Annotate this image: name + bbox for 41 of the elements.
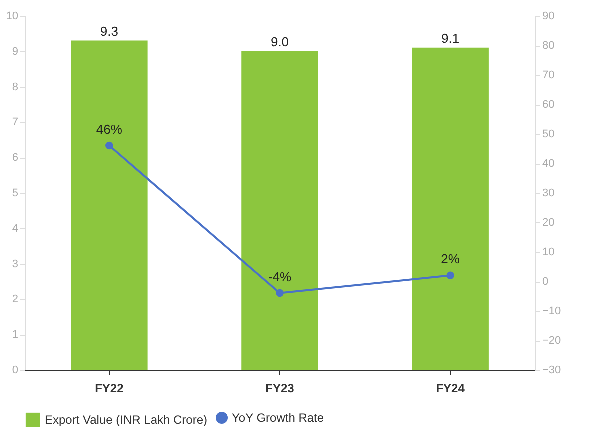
y2-tick-label: 60	[542, 99, 555, 111]
y2-tick-label: 90	[542, 10, 555, 22]
y-tick-label: 3	[12, 258, 18, 270]
data-label: 9.1	[442, 30, 460, 46]
x-tick-label: FY23	[266, 382, 295, 396]
y2-tick-label: 0	[542, 276, 549, 288]
point	[446, 272, 454, 280]
legend-label: Export Value (INR Lakh Crore)	[45, 413, 208, 427]
y2-tick-label: −10	[542, 306, 562, 318]
bar	[412, 48, 489, 370]
data-label: 2%	[441, 252, 460, 267]
data-label: 9.0	[270, 34, 290, 50]
data-label: 46%	[96, 122, 123, 137]
point	[106, 142, 114, 150]
y2-tick-label: 70	[542, 70, 555, 82]
data-label: -4%	[268, 269, 292, 284]
y-tick-label: 2	[12, 294, 18, 306]
y2-tick-label: 40	[542, 158, 555, 170]
data-label: 9.3	[100, 24, 118, 39]
y-tick-label: 7	[12, 116, 18, 129]
bar	[242, 51, 318, 370]
y2-tick-label: −30	[542, 364, 562, 376]
x-tick-label: FY24	[436, 382, 466, 396]
y-tick-label: 8	[12, 81, 18, 94]
bar	[71, 40, 148, 370]
y-tick-label: 9	[12, 46, 18, 58]
legend-label: YoY Growth Rate	[232, 411, 324, 425]
y2-tick-label: 20	[542, 217, 555, 229]
y-tick-label: 1	[12, 329, 18, 342]
y2-tick-label: 50	[542, 128, 555, 140]
y2-tick-label: 80	[542, 40, 555, 52]
y2-tick-label: −20	[542, 335, 562, 347]
y-tick-label: 10	[6, 10, 18, 22]
y-tick-label: 5	[12, 188, 18, 200]
x-tick-label: FY22	[95, 382, 124, 396]
point	[276, 289, 284, 298]
y2-tick-label: 10	[542, 246, 555, 258]
y-tick-label: 4	[12, 222, 18, 235]
y-tick-label: 0	[12, 364, 18, 376]
y2-tick-label: 30	[542, 188, 555, 200]
y-tick-label: 6	[12, 152, 18, 164]
